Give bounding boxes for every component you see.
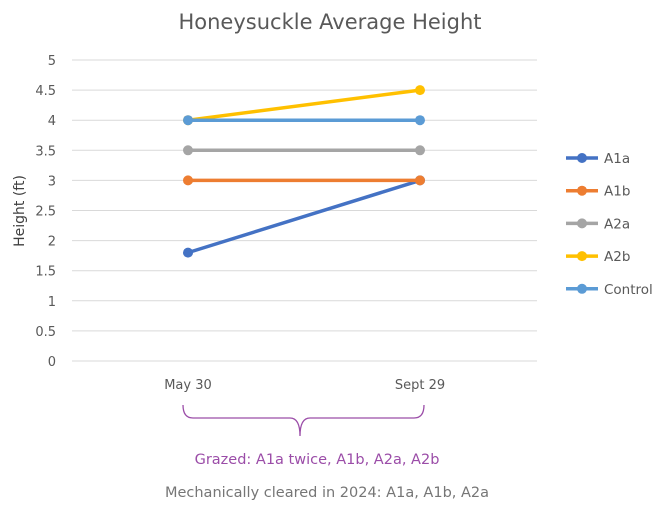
y-tick-label: 3: [48, 174, 56, 189]
legend-item: A1a: [566, 151, 630, 167]
legend-label: A2b: [604, 249, 630, 265]
y-tick-label: 1.5: [35, 265, 56, 280]
y-tick-label: 0: [48, 355, 56, 370]
series-a2a: [183, 145, 425, 156]
legend-item: A1b: [566, 184, 630, 200]
data-point: [183, 247, 193, 258]
y-tick-label: 4: [48, 114, 56, 129]
legend-item: A2b: [566, 249, 630, 265]
series-line: [186, 88, 422, 122]
legend-item: A2a: [566, 216, 630, 232]
y-tick-label: 4.5: [35, 84, 56, 99]
y-tick-label: 0.5: [35, 325, 56, 340]
y-tick-label: 2: [48, 235, 56, 250]
legend-label: A1b: [604, 184, 630, 200]
y-tick-label: 2.5: [35, 205, 56, 220]
data-point: [415, 145, 425, 156]
legend-label: Control: [604, 282, 653, 298]
series-a1b: [183, 175, 425, 186]
legend-item: Control: [566, 282, 653, 298]
chart-title: Honeysuckle Average Height: [178, 10, 481, 34]
data-point: [183, 175, 193, 186]
x-tick-label: Sept 29: [395, 378, 445, 393]
data-point: [183, 115, 193, 126]
legend-marker: [577, 283, 587, 294]
y-tick-label: 3.5: [35, 144, 56, 159]
series-control: [183, 115, 425, 126]
legend-marker: [577, 218, 587, 229]
legend-label: A1a: [604, 151, 630, 167]
data-point: [415, 175, 425, 186]
grazing-bracket: [182, 404, 425, 437]
data-point: [415, 115, 425, 126]
footnote: Mechanically cleared in 2024: A1a, A1b, …: [165, 485, 489, 501]
legend-marker: [577, 251, 587, 262]
series-line: [186, 178, 422, 255]
legend-label: A2a: [604, 216, 630, 232]
data-point: [183, 145, 193, 156]
grazing-annotation: Grazed: A1a twice, A1b, A2a, A2b: [195, 452, 440, 468]
data-point: [415, 85, 425, 96]
x-tick-label: May 30: [164, 378, 212, 393]
legend-marker: [577, 153, 587, 163]
y-tick-label: 1: [48, 295, 56, 310]
legend-marker: [577, 185, 587, 196]
series-a1a: [183, 175, 425, 258]
y-axis-label: Height (ft): [12, 175, 28, 247]
y-tick-label: 5: [48, 54, 56, 69]
